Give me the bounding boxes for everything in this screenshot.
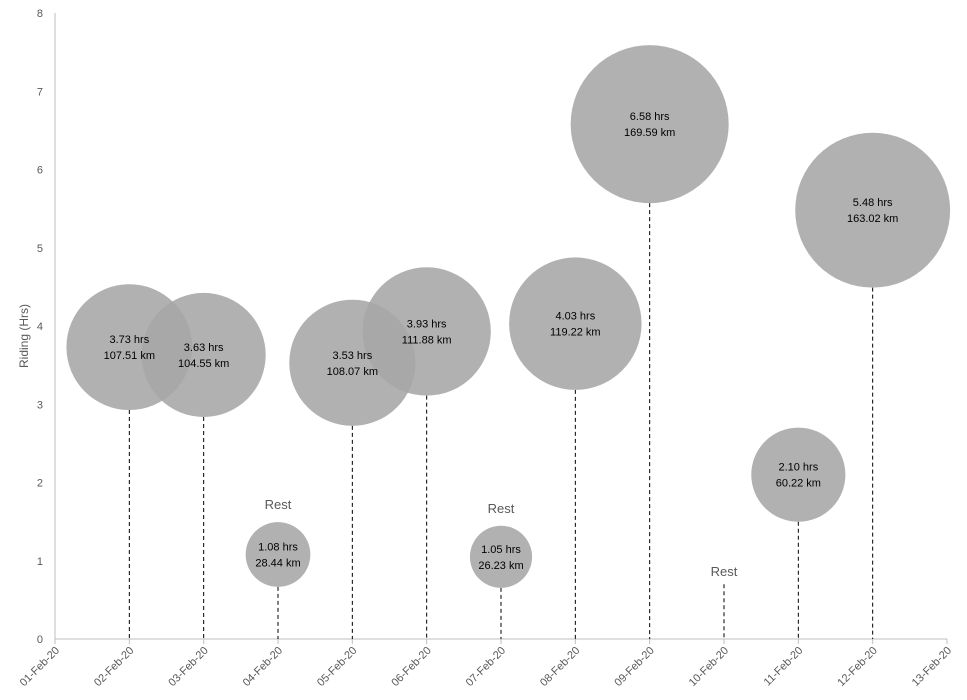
bubble: [469, 525, 533, 588]
x-tick-label: 03-Feb-20: [166, 645, 210, 689]
bubble-hours-label: 2.10 hrs: [778, 462, 818, 474]
bubble: [751, 427, 846, 522]
bubble-hours-label: 5.48 hrs: [853, 197, 893, 209]
y-tick-label: 2: [37, 478, 43, 490]
bubble-km-label: 104.55 km: [178, 358, 229, 370]
bubble-km-label: 169.59 km: [624, 127, 675, 139]
bubble-hours-label: 4.03 hrs: [555, 311, 595, 323]
bubble: [509, 257, 642, 390]
y-axis-title: Riding (Hrs): [17, 304, 31, 368]
bubble-hours-label: 3.63 hrs: [184, 342, 224, 354]
x-tick-label: 10-Feb-20: [687, 645, 731, 689]
x-tick-label: 12-Feb-20: [835, 645, 879, 689]
y-tick-label: 6: [37, 165, 43, 177]
bubble: [362, 267, 491, 396]
rest-labels: Rest Rest Rest: [265, 497, 738, 579]
x-tick-label: 05-Feb-20: [315, 645, 359, 689]
bubble-hours-label: 6.58 hrs: [630, 111, 670, 123]
y-tick-label: 3: [37, 399, 43, 411]
bubble-hours-label: 1.05 hrs: [481, 544, 521, 556]
rest-day-label: Rest: [711, 564, 738, 579]
y-tick-label: 7: [37, 86, 43, 98]
y-axis-ticks: 0 1 2 3 4 5 6 7 8: [37, 8, 43, 646]
bubble-km-label: 111.88 km: [402, 334, 452, 346]
bubble-labels: 3.73 hrs 107.51 km 3.63 hrs 104.55 km 1.08 h…: [104, 111, 899, 572]
bubble: [245, 522, 311, 587]
x-tick-label: 11-Feb-20: [762, 645, 806, 689]
x-tick-label: 02-Feb-20: [92, 645, 136, 689]
bubble-km-label: 108.07 km: [327, 366, 378, 378]
droplines: [128, 203, 874, 639]
rest-label: Rest: [265, 497, 292, 512]
bubble-km-label: 28.44 km: [255, 557, 300, 569]
y-tick-label: 8: [37, 8, 43, 20]
x-tick-label: 13-Feb-20: [910, 645, 954, 689]
bubble: [141, 292, 266, 417]
bubble-km-label: 119.22 km: [550, 327, 601, 339]
rest-label: Rest: [488, 501, 515, 516]
bubbles: [66, 45, 951, 588]
bubble-km-label: 26.23 km: [478, 560, 523, 572]
bubble: [570, 45, 729, 204]
y-tick-label: 0: [37, 634, 43, 646]
bubble-km-label: 163.02 km: [847, 213, 898, 225]
bubble-hours-label: 3.53 hrs: [332, 350, 372, 362]
x-tick-label: 08-Feb-20: [538, 645, 582, 689]
bubble-km-label: 107.51 km: [104, 350, 155, 362]
bubble-hours-label: 1.08 hrs: [258, 541, 298, 553]
x-tick-label: 04-Feb-20: [241, 645, 285, 689]
y-tick-label: 1: [37, 556, 43, 568]
bubble-hours-label: 3.73 hrs: [109, 334, 149, 346]
x-tick-label: 09-Feb-20: [612, 645, 656, 689]
bubble-km-label: 60.22 km: [776, 478, 821, 490]
x-axis-ticks: 01-Feb-20 02-Feb-20 03-Feb-20 04-Feb-20 05-F…: [18, 639, 954, 689]
x-tick-label: 01-Feb-20: [18, 645, 62, 689]
y-tick-label: 5: [37, 243, 43, 255]
bubble: [795, 132, 951, 288]
x-tick-label: 06-Feb-20: [389, 645, 433, 689]
x-tick-label: 07-Feb-20: [464, 645, 508, 689]
y-tick-label: 4: [37, 321, 43, 333]
bubble-hours-label: 3.93 hrs: [407, 318, 447, 330]
